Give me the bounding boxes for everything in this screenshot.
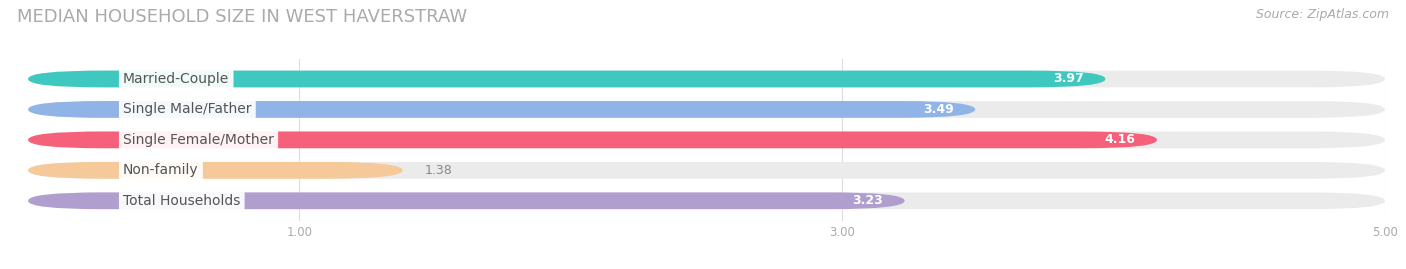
Text: Total Households: Total Households — [124, 194, 240, 208]
Text: 4.16: 4.16 — [1104, 133, 1135, 146]
FancyBboxPatch shape — [28, 132, 1157, 148]
Text: Non-family: Non-family — [124, 163, 198, 177]
Text: 1.38: 1.38 — [425, 164, 453, 177]
FancyBboxPatch shape — [28, 192, 904, 209]
Text: Single Female/Mother: Single Female/Mother — [124, 133, 274, 147]
FancyBboxPatch shape — [28, 101, 1385, 118]
Text: Married-Couple: Married-Couple — [124, 72, 229, 86]
FancyBboxPatch shape — [28, 70, 1385, 87]
Text: 3.49: 3.49 — [922, 103, 953, 116]
Text: MEDIAN HOUSEHOLD SIZE IN WEST HAVERSTRAW: MEDIAN HOUSEHOLD SIZE IN WEST HAVERSTRAW — [17, 8, 467, 26]
Text: Single Male/Father: Single Male/Father — [124, 102, 252, 116]
Text: Source: ZipAtlas.com: Source: ZipAtlas.com — [1256, 8, 1389, 21]
FancyBboxPatch shape — [28, 192, 1385, 209]
FancyBboxPatch shape — [28, 70, 1105, 87]
FancyBboxPatch shape — [28, 162, 1385, 179]
Text: 3.97: 3.97 — [1053, 72, 1084, 86]
FancyBboxPatch shape — [28, 162, 402, 179]
FancyBboxPatch shape — [28, 101, 976, 118]
FancyBboxPatch shape — [28, 132, 1385, 148]
Text: 3.23: 3.23 — [852, 194, 883, 207]
